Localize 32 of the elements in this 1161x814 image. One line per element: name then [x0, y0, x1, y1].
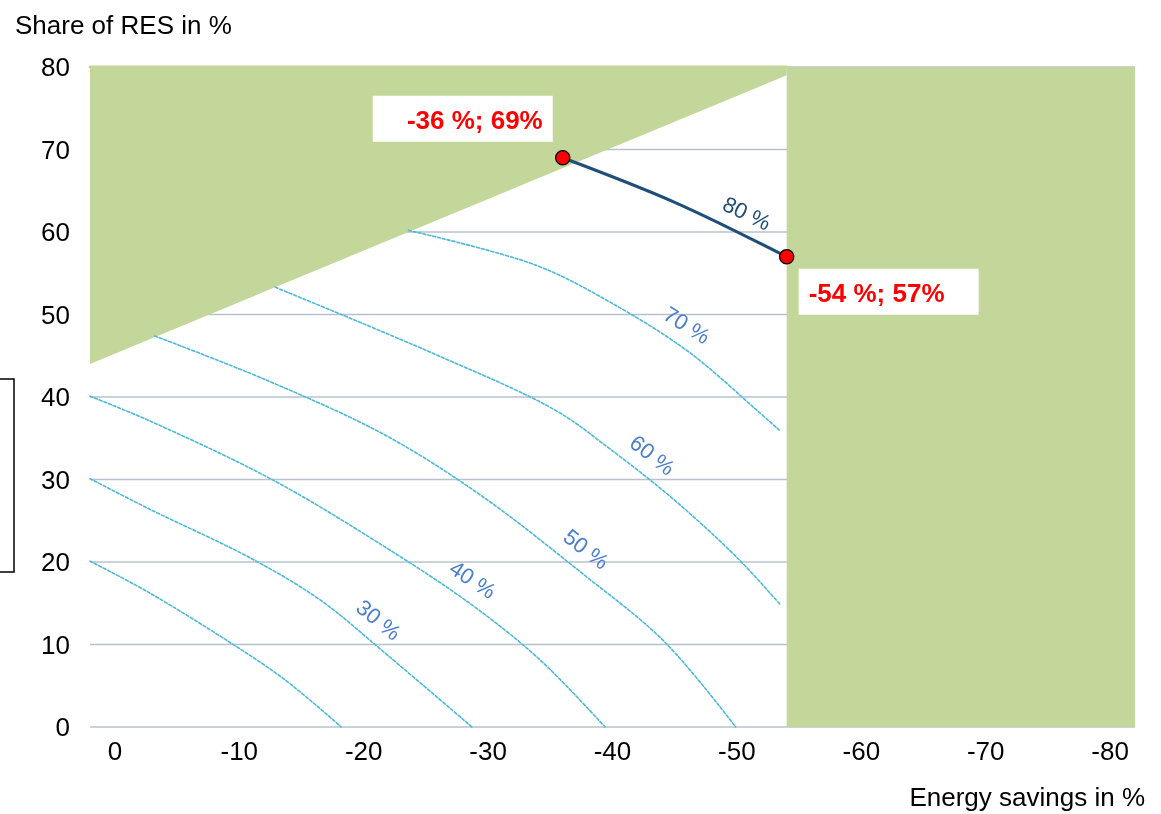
y-tick-label: 40: [41, 382, 70, 413]
y-tick-label: 80: [41, 52, 70, 83]
x-tick-label: -20: [344, 736, 383, 766]
text: 40 %: [444, 555, 501, 604]
line-series: [89, 477, 473, 728]
y-tick-label: 20: [41, 547, 70, 578]
x-axis-title: Energy savings in %: [909, 782, 1145, 812]
y-tick-label: 0: [55, 712, 70, 743]
y-tick-label: 30: [41, 464, 70, 495]
data-label: -36 %; 69%: [406, 104, 543, 135]
y-tick-label: 70: [41, 134, 70, 165]
x-tick-label: -40: [593, 736, 632, 766]
data-label: -54 %; 57%: [808, 277, 945, 308]
x-tick-label: -70: [966, 736, 1005, 766]
text: 70 %: [659, 301, 715, 350]
y-axis-title: Share of RES in %: [15, 10, 232, 40]
line-series: [89, 560, 343, 728]
line-series: [89, 395, 606, 728]
text: 80 %: [718, 191, 775, 236]
x-tick-label: -80: [1091, 736, 1129, 766]
x-tick-label: -10: [220, 736, 259, 766]
x-tick-label: 0: [107, 736, 123, 766]
text: 50 %: [558, 524, 614, 575]
text: 30 %: [351, 594, 406, 646]
line-series: [407, 229, 780, 431]
text: 60 %: [624, 429, 680, 481]
x-tick-label: -60: [842, 736, 881, 766]
y-tick-label: 50: [41, 299, 70, 330]
y-tick-label: 60: [41, 217, 70, 248]
x-tick-label: -50: [718, 736, 756, 766]
x-tick-label: -30: [469, 736, 507, 766]
y-tick-label: 10: [41, 629, 70, 660]
